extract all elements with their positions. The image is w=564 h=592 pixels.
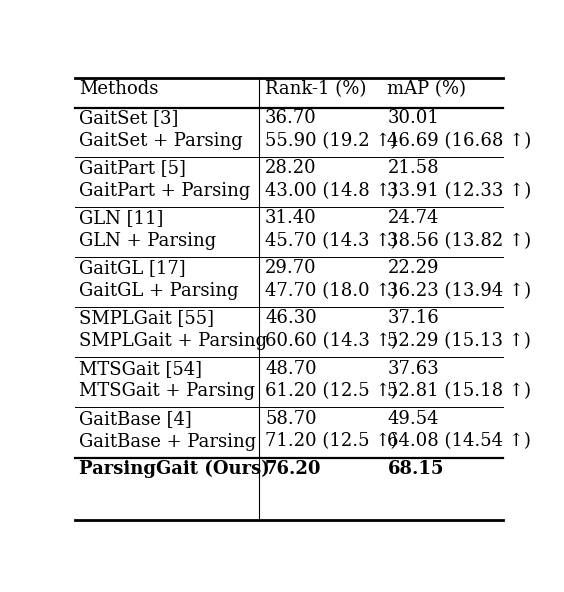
Text: 47.70 (18.0 ↑): 47.70 (18.0 ↑) — [265, 282, 398, 300]
Text: 45.70 (14.3 ↑): 45.70 (14.3 ↑) — [265, 232, 398, 250]
Text: 60.60 (14.3 ↑): 60.60 (14.3 ↑) — [265, 332, 398, 350]
Text: 52.29 (15.13 ↑): 52.29 (15.13 ↑) — [387, 332, 531, 350]
Text: 71.20 (12.5 ↑): 71.20 (12.5 ↑) — [265, 433, 398, 451]
Text: 48.70: 48.70 — [265, 359, 316, 378]
Text: Rank-1 (%): Rank-1 (%) — [265, 80, 367, 98]
Text: SMPLGait + Parsing: SMPLGait + Parsing — [79, 332, 267, 350]
Text: 29.70: 29.70 — [265, 259, 316, 277]
Text: 31.40: 31.40 — [265, 209, 317, 227]
Text: 68.15: 68.15 — [387, 460, 444, 478]
Text: 43.00 (14.8 ↑): 43.00 (14.8 ↑) — [265, 182, 398, 200]
Text: 37.63: 37.63 — [387, 359, 439, 378]
Text: 37.16: 37.16 — [387, 310, 439, 327]
Text: Methods: Methods — [79, 80, 158, 98]
Text: 46.30: 46.30 — [265, 310, 317, 327]
Text: GLN + Parsing: GLN + Parsing — [79, 232, 217, 250]
Text: 58.70: 58.70 — [265, 410, 316, 428]
Text: GaitPart + Parsing: GaitPart + Parsing — [79, 182, 250, 200]
Text: 49.54: 49.54 — [387, 410, 439, 428]
Text: 64.08 (14.54 ↑): 64.08 (14.54 ↑) — [387, 433, 531, 451]
Text: 38.56 (13.82 ↑): 38.56 (13.82 ↑) — [387, 232, 531, 250]
Text: GaitGL [17]: GaitGL [17] — [79, 259, 186, 277]
Text: 30.01: 30.01 — [387, 109, 439, 127]
Text: GaitSet [3]: GaitSet [3] — [79, 109, 179, 127]
Text: GaitBase + Parsing: GaitBase + Parsing — [79, 433, 257, 451]
Text: mAP (%): mAP (%) — [387, 80, 466, 98]
Text: 28.20: 28.20 — [265, 159, 316, 177]
Text: 52.81 (15.18 ↑): 52.81 (15.18 ↑) — [387, 382, 531, 400]
Text: GaitBase [4]: GaitBase [4] — [79, 410, 192, 428]
Text: 46.69 (16.68 ↑): 46.69 (16.68 ↑) — [387, 131, 532, 150]
Text: 76.20: 76.20 — [265, 460, 321, 478]
Text: GaitGL + Parsing: GaitGL + Parsing — [79, 282, 239, 300]
Text: GaitSet + Parsing: GaitSet + Parsing — [79, 131, 243, 150]
Text: 21.58: 21.58 — [387, 159, 439, 177]
Text: 24.74: 24.74 — [387, 209, 439, 227]
Text: 55.90 (19.2 ↑): 55.90 (19.2 ↑) — [265, 131, 398, 150]
Text: 36.23 (13.94 ↑): 36.23 (13.94 ↑) — [387, 282, 531, 300]
Text: GaitPart [5]: GaitPart [5] — [79, 159, 186, 177]
Text: GLN [11]: GLN [11] — [79, 209, 164, 227]
Text: 22.29: 22.29 — [387, 259, 439, 277]
Text: 33.91 (12.33 ↑): 33.91 (12.33 ↑) — [387, 182, 532, 200]
Text: MTSGait + Parsing: MTSGait + Parsing — [79, 382, 255, 400]
Text: 61.20 (12.5 ↑): 61.20 (12.5 ↑) — [265, 382, 398, 400]
Text: MTSGait [54]: MTSGait [54] — [79, 359, 202, 378]
Text: SMPLGait [55]: SMPLGait [55] — [79, 310, 214, 327]
Text: 36.70: 36.70 — [265, 109, 317, 127]
Text: ParsingGait (Ours): ParsingGait (Ours) — [79, 460, 270, 478]
